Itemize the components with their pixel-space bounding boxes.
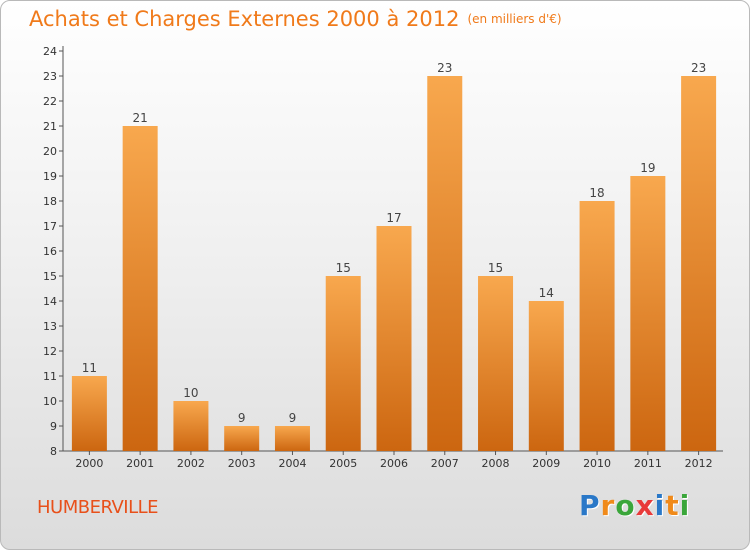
y-tick-label: 18 [43,195,57,208]
logo-letter: x [635,489,655,522]
x-tick-label: 2011 [634,457,662,470]
bar [427,76,463,451]
bar [528,301,564,451]
x-tick-label: 2004 [278,457,306,470]
x-tick-label: 2001 [126,457,154,470]
y-tick-label: 12 [43,345,57,358]
bar [376,226,412,451]
y-tick-label: 16 [43,245,57,258]
y-tick-label: 20 [43,145,57,158]
y-tick-label: 19 [43,170,57,183]
bar-value-label: 15 [336,261,351,275]
logo-letter: i [679,489,691,522]
bar-value-label: 14 [539,286,554,300]
bar-value-label: 17 [386,211,401,225]
chart-subtitle: (en milliers d'€) [467,12,562,26]
x-tick-label: 2002 [177,457,205,470]
bar-value-label: 18 [589,186,604,200]
bar [224,426,260,451]
bar-value-label: 10 [183,386,198,400]
bar [325,276,361,451]
chart-title: Achats et Charges Externes 2000 à 2012 (e… [29,7,562,31]
bar-value-label: 23 [437,61,452,75]
bar [579,201,615,451]
x-tick-label: 2006 [380,457,408,470]
bar-value-label: 9 [238,411,246,425]
x-tick-label: 2005 [329,457,357,470]
bar-value-label: 19 [640,161,655,175]
x-tick-label: 2000 [75,457,103,470]
y-tick-label: 24 [43,45,57,58]
bar [274,426,310,451]
proxiti-logo: Proxiti [579,489,690,522]
bar-value-label: 15 [488,261,503,275]
bar [630,176,666,451]
x-tick-label: 2009 [532,457,560,470]
y-tick-label: 9 [50,420,57,433]
logo-letter: o [615,489,636,522]
y-tick-label: 17 [43,220,57,233]
bar [681,76,717,451]
commune-name: HUMBERVILLE [37,497,159,518]
bar [478,276,514,451]
x-tick-label: 2008 [482,457,510,470]
logo-letter: t [665,489,680,522]
y-tick-label: 23 [43,70,57,83]
y-tick-label: 21 [43,120,57,133]
y-tick-label: 8 [50,445,57,458]
y-tick-label: 13 [43,320,57,333]
x-tick-label: 2010 [583,457,611,470]
bar [122,126,158,451]
bar-value-label: 11 [82,361,97,375]
y-tick-label: 14 [43,295,57,308]
y-tick-label: 10 [43,395,57,408]
bar-value-label: 9 [289,411,297,425]
logo-letter: r [600,489,616,522]
bar [71,376,107,451]
y-tick-label: 22 [43,95,57,108]
logo-letter: i [654,489,666,522]
x-tick-label: 2012 [685,457,713,470]
logo-letter: P [579,489,601,522]
x-tick-label: 2003 [228,457,256,470]
y-tick-label: 11 [43,370,57,383]
chart-title-text: Achats et Charges Externes 2000 à 2012 [29,7,460,31]
y-tick-label: 15 [43,270,57,283]
bar-value-label: 21 [133,111,148,125]
bar-value-label: 23 [691,61,706,75]
x-tick-label: 2007 [431,457,459,470]
bar [173,401,209,451]
